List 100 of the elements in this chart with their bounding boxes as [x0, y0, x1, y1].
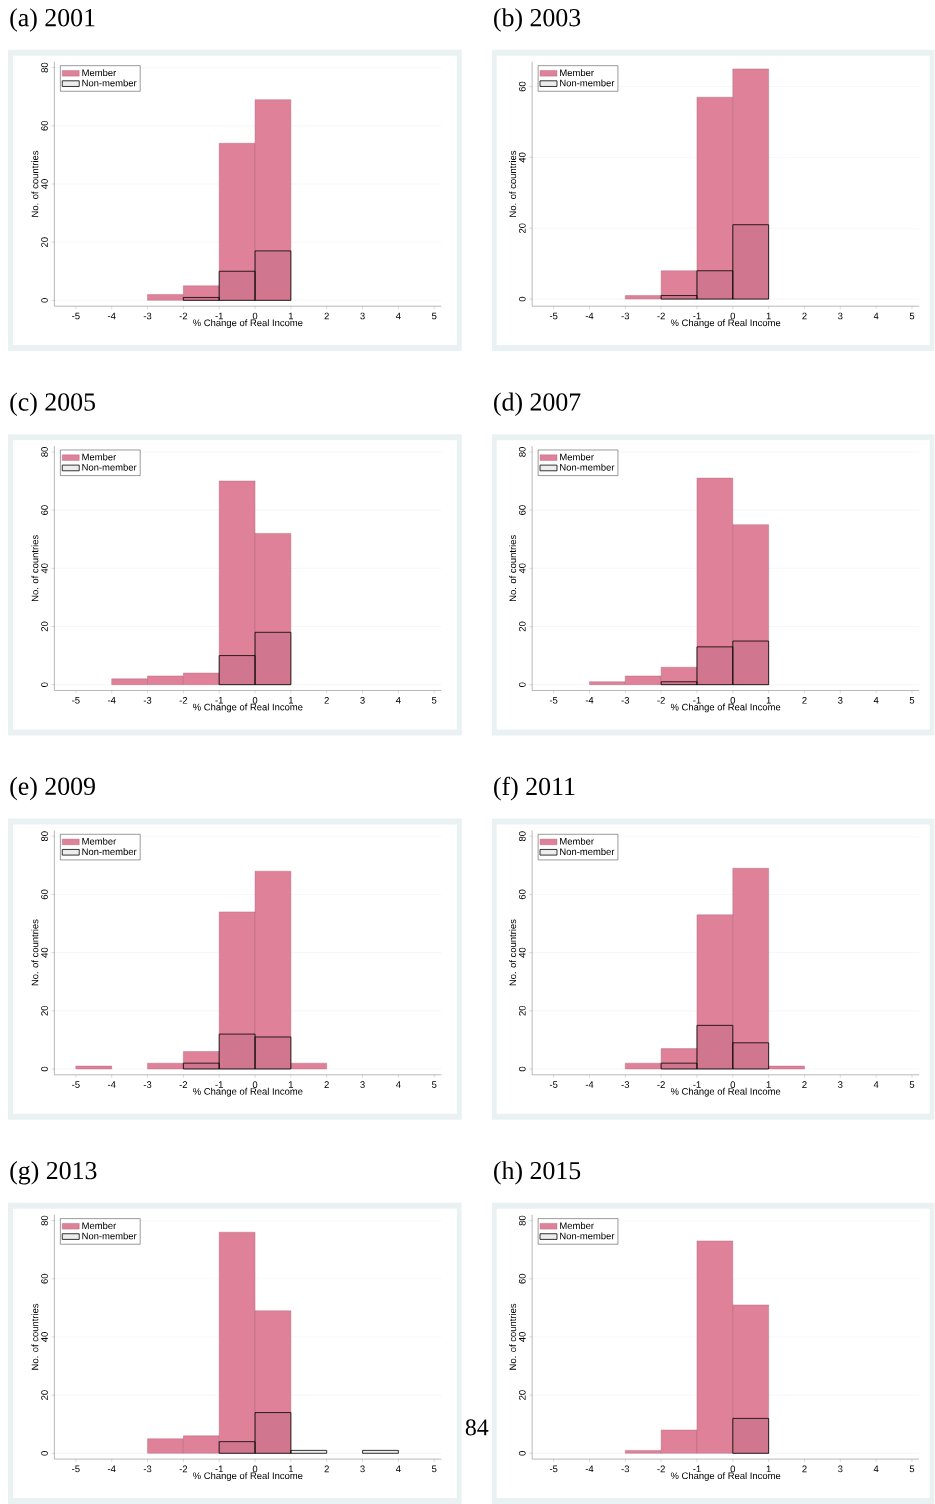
y-tick-label: 60: [41, 505, 49, 515]
x-tick-label: 4: [873, 312, 879, 320]
y-tick-label: 0: [41, 682, 49, 687]
legend-label: Non-member: [560, 463, 615, 471]
x-tick-label: 2: [802, 1081, 807, 1088]
x-tick-label: 5: [909, 1465, 915, 1473]
y-tick-label: 40: [41, 1332, 49, 1342]
x-tick-label: 5: [432, 1465, 437, 1473]
x-tick-label: 0: [252, 312, 258, 320]
legend-label: Non-member: [560, 848, 615, 856]
x-tick-label: -2: [657, 1081, 666, 1088]
x-tick-label: 5: [432, 696, 437, 704]
x-tick-label: 5: [909, 696, 915, 704]
y-tick-label: 80: [519, 447, 526, 457]
x-axis-title: % Change of Real Income: [671, 703, 781, 713]
x-tick-label: -1: [693, 312, 701, 320]
x-tick-label: 2: [802, 312, 807, 320]
y-tick-label: 0: [41, 298, 49, 303]
x-axis-title: % Change of Real Income: [671, 1087, 781, 1097]
y-axis-title: No. of countries: [31, 535, 39, 602]
x-tick-label: -1: [215, 1081, 224, 1088]
x-tick-label: 1: [766, 1081, 771, 1088]
y-tick-label: 80: [41, 831, 49, 842]
y-tick-label: 60: [41, 889, 49, 900]
legend-label: Member: [82, 1222, 117, 1230]
x-tick-label: -4: [585, 696, 594, 704]
x-tick-label: 2: [802, 1465, 807, 1473]
x-tick-label: -3: [621, 1081, 630, 1088]
x-tick-label: -4: [108, 312, 116, 320]
legend-label: Non-member: [560, 1232, 615, 1240]
y-tick-label: 40: [41, 947, 49, 958]
legend-label: Member: [560, 453, 595, 461]
x-tick-label: 3: [838, 1081, 843, 1088]
x-axis-title: % Change of Real Income: [193, 1087, 303, 1097]
y-tick-label: 40: [41, 179, 49, 190]
y-tick-label: 60: [519, 505, 526, 515]
x-tick-label: -5: [550, 696, 558, 704]
y-axis-title: No. of countries: [509, 1303, 517, 1370]
x-tick-label: 0: [730, 696, 736, 704]
y-tick-label: 80: [41, 62, 49, 73]
x-tick-label: 0: [252, 1081, 258, 1088]
legend-label: Member: [82, 837, 117, 845]
x-tick-label: -5: [550, 1465, 558, 1473]
x-axis-title: % Change of Real Income: [193, 1472, 303, 1481]
x-tick-label: -2: [657, 312, 666, 320]
y-tick-label: 0: [519, 682, 526, 687]
x-tick-label: -2: [179, 312, 188, 320]
x-axis-title: % Change of Real Income: [193, 319, 303, 329]
y-tick-label: 20: [519, 621, 526, 632]
y-tick-label: 0: [519, 1451, 526, 1456]
x-tick-label: -1: [693, 696, 701, 704]
x-tick-label: -3: [621, 312, 630, 320]
x-tick-label: 0: [252, 696, 258, 704]
x-tick-label: -2: [657, 1465, 666, 1473]
x-tick-label: -1: [693, 1465, 701, 1473]
x-tick-label: 3: [360, 1081, 365, 1088]
y-axis-title: No. of countries: [509, 535, 517, 602]
x-tick-label: 2: [802, 696, 807, 704]
x-tick-label: 4: [873, 1465, 879, 1473]
x-tick-label: -4: [585, 1465, 594, 1473]
x-tick-label: -3: [143, 696, 152, 704]
y-tick-label: 20: [41, 621, 49, 632]
chart-title: (h) 2015: [494, 1161, 581, 1185]
y-tick-label: 60: [519, 81, 526, 92]
x-tick-label: 3: [838, 696, 843, 704]
chart-title: (a) 2001: [10, 8, 95, 32]
y-tick-label: 0: [41, 1451, 49, 1456]
x-tick-label: -2: [179, 696, 188, 704]
x-tick-label: -4: [108, 696, 116, 704]
x-tick-label: 1: [289, 1081, 294, 1088]
x-axis-title: % Change of Real Income: [671, 319, 781, 329]
y-tick-label: 60: [41, 1273, 49, 1284]
x-tick-label: -3: [143, 1081, 152, 1088]
y-tick-label: 0: [519, 1066, 526, 1072]
chart-title: (e) 2009: [10, 776, 96, 801]
x-tick-label: -4: [585, 312, 594, 320]
y-tick-label: 0: [519, 296, 526, 302]
y-tick-label: 40: [519, 563, 526, 574]
x-tick-label: 3: [360, 1465, 365, 1473]
chart-title: (b) 2003: [494, 8, 581, 32]
y-tick-label: 80: [519, 831, 526, 842]
x-tick-label: 2: [324, 312, 330, 320]
y-tick-label: 60: [519, 1273, 526, 1284]
x-tick-label: -3: [143, 312, 152, 320]
x-tick-label: -1: [215, 312, 224, 320]
x-tick-label: 0: [730, 312, 736, 320]
x-tick-label: -3: [143, 1465, 152, 1473]
x-tick-label: 4: [396, 696, 401, 704]
x-tick-label: -5: [550, 312, 558, 320]
y-tick-label: 20: [41, 1005, 49, 1016]
x-tick-label: 3: [838, 312, 843, 320]
x-tick-label: 2: [324, 696, 330, 704]
x-tick-label: -4: [108, 1081, 116, 1088]
x-tick-label: -5: [72, 1465, 80, 1473]
x-tick-label: 1: [766, 1465, 771, 1473]
y-tick-label: 60: [519, 889, 526, 900]
x-tick-label: -2: [179, 1465, 188, 1473]
y-tick-label: 20: [519, 1390, 526, 1400]
x-tick-label: 0: [730, 1081, 736, 1088]
x-tick-label: -5: [72, 696, 80, 704]
